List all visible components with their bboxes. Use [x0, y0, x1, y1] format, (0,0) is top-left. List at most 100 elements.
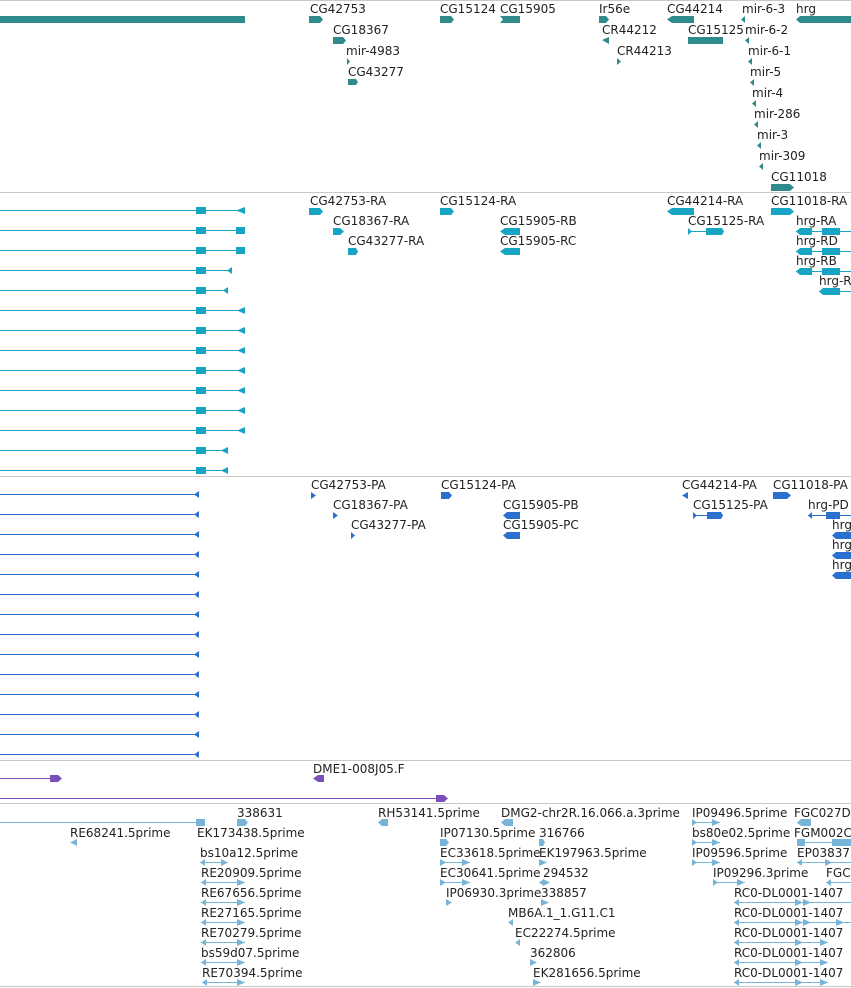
est-label[interactable]: DMG2-chr2R.16.066.a.3prime	[501, 806, 680, 820]
gene-label[interactable]: hrg	[796, 2, 816, 16]
gene-label[interactable]: mir-6-3	[742, 2, 786, 16]
gene-label[interactable]: CG11018	[771, 170, 827, 184]
est-label[interactable]: RC0-DL0001-1407	[734, 926, 844, 940]
gene-label[interactable]: mir-4983	[346, 44, 401, 58]
gene-label[interactable]: CG15124	[440, 2, 496, 16]
est-label[interactable]: RH53141.5prime	[378, 806, 480, 820]
clone-label[interactable]: DME1-008J05.F	[313, 762, 405, 776]
est-label[interactable]: 316766	[539, 826, 585, 840]
protein-label[interactable]: hrg-PD	[808, 498, 849, 512]
track-separator-top	[0, 0, 851, 1]
transcript-label[interactable]: CG44214-RA	[667, 194, 744, 208]
est-label[interactable]: RE20909.5prime	[201, 866, 302, 880]
est-label[interactable]: IP09296.3prime	[713, 866, 809, 880]
est-label[interactable]: RE70394.5prime	[202, 966, 303, 980]
gene-label[interactable]: CG18367	[333, 23, 389, 37]
protein-label[interactable]: CG15124-PA	[441, 478, 516, 492]
est-label[interactable]: 338857	[541, 886, 587, 900]
est-label[interactable]: 362806	[530, 946, 576, 960]
protein-label[interactable]: CG18367-PA	[333, 498, 408, 512]
est-label[interactable]: RE68241.5prime	[70, 826, 171, 840]
protein-label[interactable]: CG15905-PB	[503, 498, 579, 512]
transcript-track: CG42753-RA CG18367-RA CG43277-RA CG15124-RA…	[0, 0, 851, 476]
protein-label[interactable]: hrg	[832, 538, 851, 552]
transcript-label[interactable]: hrg-RD	[796, 234, 838, 248]
protein-glyphs	[0, 491, 851, 758]
transcript-label[interactable]: CG43277-RA	[348, 234, 425, 248]
est-glyphs	[0, 819, 851, 986]
est-label[interactable]: IP07130.5prime	[440, 826, 536, 840]
transcript-label[interactable]: hrg-R	[819, 274, 851, 288]
gene-label[interactable]: mir-6-2	[745, 23, 789, 37]
protein-label[interactable]: CG43277-PA	[351, 518, 426, 532]
track-separator-clones-ests	[0, 803, 851, 804]
transcript-glyphs	[0, 207, 851, 474]
protein-label[interactable]: CG44214-PA	[682, 478, 757, 492]
gene-label[interactable]: mir-5	[750, 65, 782, 79]
est-label[interactable]: bs59d07.5prime	[201, 946, 300, 960]
clone-glyphs	[0, 775, 448, 802]
track-separator-bottom	[0, 986, 851, 987]
transcript-label[interactable]: CG15124-RA	[440, 194, 517, 208]
gene-label[interactable]: Ir56e	[599, 2, 631, 16]
est-label[interactable]: RC0-DL0001-1407	[734, 966, 844, 980]
transcript-label[interactable]: hrg-RA	[796, 214, 837, 228]
transcript-label[interactable]: CG42753-RA	[310, 194, 387, 208]
est-label[interactable]: RE67656.5prime	[201, 886, 302, 900]
transcript-label[interactable]: hrg-RB	[796, 254, 837, 268]
transcript-label[interactable]: CG15905-RC	[500, 234, 577, 248]
est-label[interactable]: IP06930.3prime	[446, 886, 542, 900]
est-label[interactable]: FGC027D	[794, 806, 851, 820]
track-separator-proteins-clones	[0, 760, 851, 761]
est-label[interactable]: bs10a12.5prime	[200, 846, 299, 860]
est-label[interactable]: EC33618.5prime	[440, 846, 541, 860]
track-separator-genes-transcripts	[0, 192, 851, 193]
est-label[interactable]: RC0-DL0001-1407	[734, 946, 844, 960]
est-label[interactable]: MB6A.1_1.G11.C1	[508, 906, 616, 920]
gene-label[interactable]: CR44212	[602, 23, 657, 37]
est-label[interactable]: RC0-DL0001-1407	[734, 906, 844, 920]
protein-label[interactable]: hrg	[832, 558, 851, 572]
gene-glyphs	[0, 16, 851, 191]
protein-label[interactable]: CG42753-PA	[311, 478, 386, 492]
est-label[interactable]: 294532	[543, 866, 589, 880]
est-label[interactable]: EK197963.5prime	[539, 846, 647, 860]
gene-label[interactable]: mir-309	[759, 149, 806, 163]
est-label[interactable]: RC0-DL0001-1407	[734, 886, 844, 900]
protein-label[interactable]: CG11018-PA	[773, 478, 848, 492]
protein-track: CG42753-PA CG18367-PA CG43277-PA CG15124-PA…	[311, 478, 851, 572]
est-label[interactable]: FGM002C	[794, 826, 851, 840]
est-label[interactable]: RE70279.5prime	[201, 926, 302, 940]
gene-label[interactable]: CG43277	[348, 65, 404, 79]
protein-label[interactable]: hrg	[832, 518, 851, 532]
gene-label[interactable]: mir-3	[757, 128, 789, 142]
est-label[interactable]: EP03837	[797, 846, 850, 860]
protein-label[interactable]: CG15125-PA	[693, 498, 768, 512]
gene-label[interactable]: CG42753	[310, 2, 366, 16]
transcript-label[interactable]: CG11018-RA	[771, 194, 848, 208]
est-label[interactable]: EK173438.5prime	[197, 826, 305, 840]
transcript-label[interactable]: CG18367-RA	[333, 214, 410, 228]
est-label[interactable]: IP09596.5prime	[692, 846, 788, 860]
gene-label[interactable]: CG15905	[500, 2, 556, 16]
transcript-label[interactable]: CG15905-RB	[500, 214, 577, 228]
gene-label[interactable]: mir-4	[752, 86, 784, 100]
gene-label[interactable]: CG15125	[688, 23, 744, 37]
protein-label[interactable]: CG15905-PC	[503, 518, 579, 532]
est-label[interactable]: FGC0	[826, 866, 851, 880]
est-label[interactable]: EC22274.5prime	[515, 926, 616, 940]
est-label[interactable]: bs80e02.5prime	[692, 826, 791, 840]
transcript-label[interactable]: CG15125-RA	[688, 214, 765, 228]
est-label[interactable]: IP09496.5prime	[692, 806, 788, 820]
est-label[interactable]: EK281656.5prime	[533, 966, 641, 980]
est-label[interactable]: 338631	[237, 806, 283, 820]
gene-label[interactable]: mir-6-1	[748, 44, 792, 58]
track-separator-transcripts-proteins	[0, 476, 851, 477]
est-label[interactable]: RE27165.5prime	[201, 906, 302, 920]
est-label[interactable]: EC30641.5prime	[440, 866, 541, 880]
gene-label[interactable]: CR44213	[617, 44, 672, 58]
gene-label[interactable]: mir-286	[754, 107, 801, 121]
gene-label[interactable]: CG44214	[667, 2, 723, 16]
